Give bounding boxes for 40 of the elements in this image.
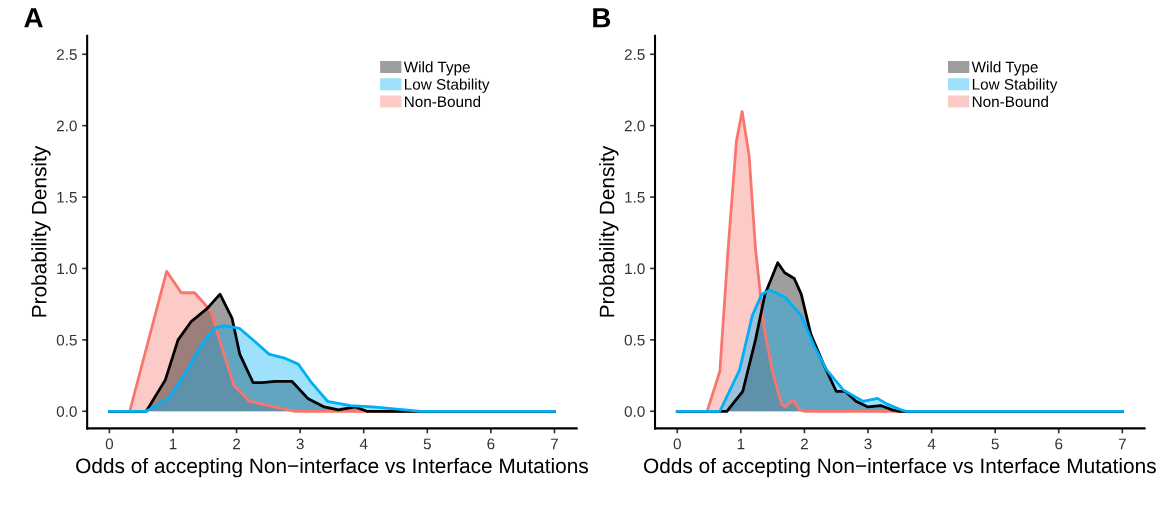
x-tick-label: 5: [991, 438, 999, 450]
x-tick-label: 3: [296, 438, 304, 450]
y-tick-label: 0.0: [624, 406, 645, 417]
x-tick-label: 1: [737, 438, 745, 450]
y-tick-label: 0.5: [56, 334, 77, 346]
y-tick-label: 0.0: [56, 406, 77, 417]
y-tick-label: 2.0: [624, 120, 645, 132]
y-tick-label: 2.5: [56, 49, 77, 60]
chart-title: A: [24, 8, 43, 28]
y-tick-label: 1.0: [625, 263, 645, 275]
legend-label: Low Stability: [405, 78, 490, 93]
chart-title: B: [593, 8, 611, 28]
legend-label: Wild Type: [403, 61, 470, 76]
y-tick-label: 2.5: [624, 49, 645, 60]
x-tick-label: 4: [927, 438, 936, 450]
y-tick-label: 0.5: [624, 334, 645, 346]
legend-label: Low Stability: [972, 78, 1058, 93]
x-tick-label: 6: [487, 438, 495, 450]
y-tick-label: 1.5: [57, 192, 77, 203]
y-tick-label: 2.0: [56, 120, 77, 132]
legend-label: Non-Bound: [405, 95, 481, 108]
x-tick-label: 0: [673, 438, 681, 450]
x-tick-label: 4: [359, 438, 368, 450]
x-tick-label: 1: [169, 438, 177, 450]
legend-label: Non-Bound: [972, 95, 1048, 108]
x-tick-label: 6: [1055, 438, 1063, 450]
x-tick-label: 0: [105, 438, 114, 450]
x-tick-label: 5: [423, 438, 431, 450]
y-axis-title: Probability Density: [599, 145, 619, 317]
y-tick-label: 1.5: [625, 192, 645, 203]
x-tick-label: 3: [864, 438, 872, 450]
x-tick-label: 7: [1118, 438, 1126, 450]
x-tick-label: 2: [800, 438, 808, 450]
x-axis-title: Odds of accepting Non−interface vs Interface Mutations: [644, 457, 1156, 478]
x-tick-label: 7: [550, 438, 558, 450]
y-tick-label: 1.0: [57, 263, 77, 275]
x-tick-label: 2: [233, 438, 241, 450]
legend-label: Wild Type: [971, 61, 1038, 76]
y-axis-title: Probability Density: [31, 145, 51, 317]
x-axis-title: Odds of accepting Non−interface vs Interface Mutations: [76, 457, 588, 478]
